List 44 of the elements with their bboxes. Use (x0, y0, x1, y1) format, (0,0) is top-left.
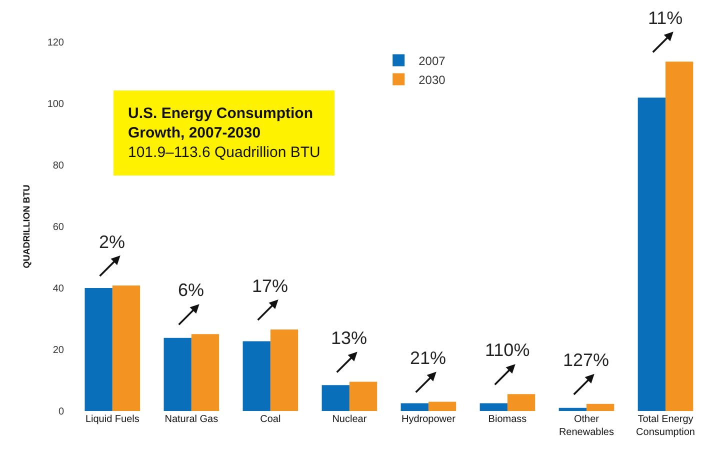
y-tick-label: 0 (58, 406, 64, 418)
x-tick-label: Hydropower (402, 414, 456, 425)
x-tick-label: Coal (260, 414, 281, 425)
bar (558, 408, 586, 411)
bar (400, 403, 428, 411)
text: 101.9–113.6 Quadrillion BTU (128, 144, 320, 161)
bar (112, 286, 140, 411)
annotation: 13% (331, 328, 368, 348)
bar (164, 338, 192, 411)
bar (586, 404, 614, 411)
bar (242, 341, 270, 411)
bar (191, 334, 220, 411)
x-tick-label: Biomass (488, 414, 527, 425)
y-tick-label: 120 (47, 38, 64, 48)
bar (322, 385, 350, 411)
bar (665, 62, 694, 411)
annotation: 6% (178, 280, 204, 300)
y-tick-label: 20 (52, 345, 64, 356)
bar (349, 382, 378, 411)
y-tick-label: 40 (52, 284, 64, 294)
text: U.S. Energy Consumption Growth, 2007-2030 (128, 105, 314, 142)
bar (270, 330, 298, 411)
annotation: 2% (99, 232, 126, 252)
x-tick-label: Nuclear (332, 414, 368, 425)
x-tick-label: Natural Gas (164, 414, 218, 425)
annotation: 17% (252, 276, 288, 296)
y-axis-title: QUADRILLION BTU (22, 184, 32, 268)
y-tick-label: 60 (52, 222, 64, 233)
bar (84, 288, 112, 411)
bar (507, 394, 536, 411)
bar (638, 98, 666, 411)
annotation: 21% (410, 348, 446, 368)
x-tick-label: Liquid Fuels (85, 414, 140, 425)
bar (480, 403, 508, 411)
annotation: 127% (563, 350, 610, 370)
y-tick-label: 80 (52, 160, 64, 172)
legend-label: 2007 (418, 54, 446, 68)
annotation: 11% (648, 8, 683, 28)
annotation: 110% (485, 340, 530, 360)
x-tick-label: Total Energy Consumption (636, 414, 695, 438)
x-tick-label: Other Renewables (558, 414, 614, 438)
y-tick-label: 100 (47, 99, 64, 110)
legend-label: 2030 (418, 72, 446, 87)
bar (428, 402, 456, 411)
